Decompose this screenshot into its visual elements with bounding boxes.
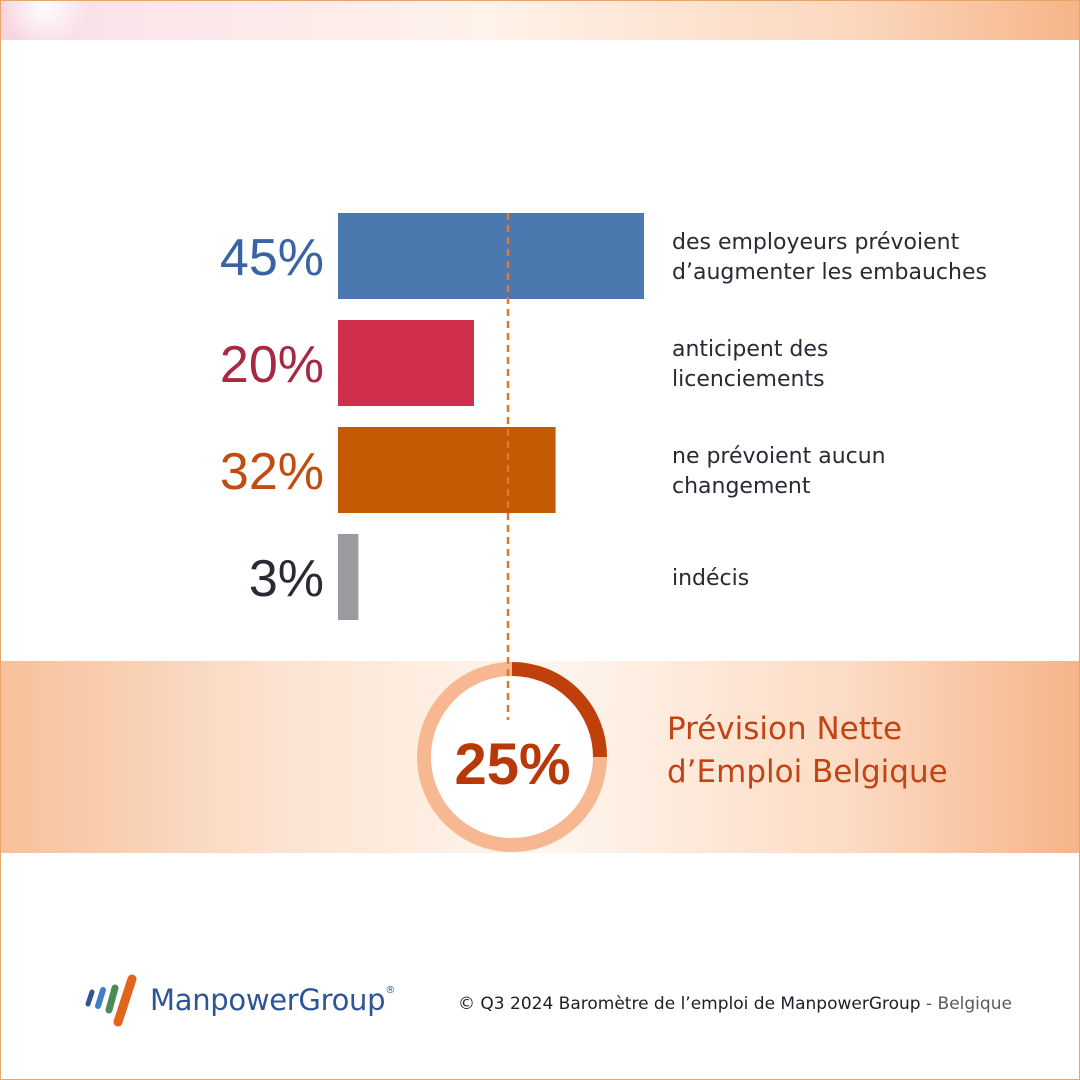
bar-category-label-line: ne prévoient aucun [672, 444, 886, 469]
bar-category-label-line: licenciements [672, 367, 825, 392]
bar-category-label: des employeurs prévoient d’augmenter les … [672, 230, 987, 285]
trademark-symbol: ® [385, 985, 395, 996]
bar [338, 427, 556, 513]
manpowergroup-logo: ManpowerGroup® [80, 970, 395, 1030]
bar-category-label-line: des employeurs prévoient [672, 230, 960, 255]
manpowergroup-logo-icon [85, 974, 137, 1027]
bar-category-label: ne prévoient aucun changement [672, 444, 886, 499]
net-outlook-title: Prévision Nette d’Emploi Belgique [667, 708, 948, 794]
net-outlook-title-line-1: Prévision Nette [667, 711, 903, 747]
bar-value-label: 45% [220, 229, 324, 287]
bar-value-label: 3% [249, 550, 324, 608]
bar-value-label: 32% [220, 443, 324, 501]
bar-category-label-line: changement [672, 474, 811, 499]
bar [338, 213, 644, 299]
net-outlook-title-line-2: d’Emploi Belgique [667, 754, 948, 790]
net-outlook-ring-arc [511, 662, 607, 758]
bar [338, 534, 359, 620]
bar-category-label-line: indécis [672, 566, 749, 591]
bar-category-label: anticipent des licenciements [672, 337, 828, 392]
bar-category-label-line: anticipent des [672, 337, 828, 362]
copyright-separator: - [920, 994, 938, 1014]
bar-category-label: indécis [672, 566, 749, 591]
net-outlook-value: 25% [454, 732, 571, 797]
copyright-region: Belgique [937, 994, 1012, 1014]
bar-category-label-line: d’augmenter les embauches [672, 260, 987, 285]
copyright-text: © Q3 2024 Baromètre de l’emploi de Manpo… [458, 994, 921, 1014]
bar [338, 320, 474, 406]
top-gradient-band [0, 0, 1080, 40]
brand-name: ManpowerGroup® [150, 983, 395, 1017]
copyright-note: © Q3 2024 Baromètre de l’emploi de Manpo… [458, 994, 1012, 1014]
bar-value-label: 20% [220, 336, 324, 394]
